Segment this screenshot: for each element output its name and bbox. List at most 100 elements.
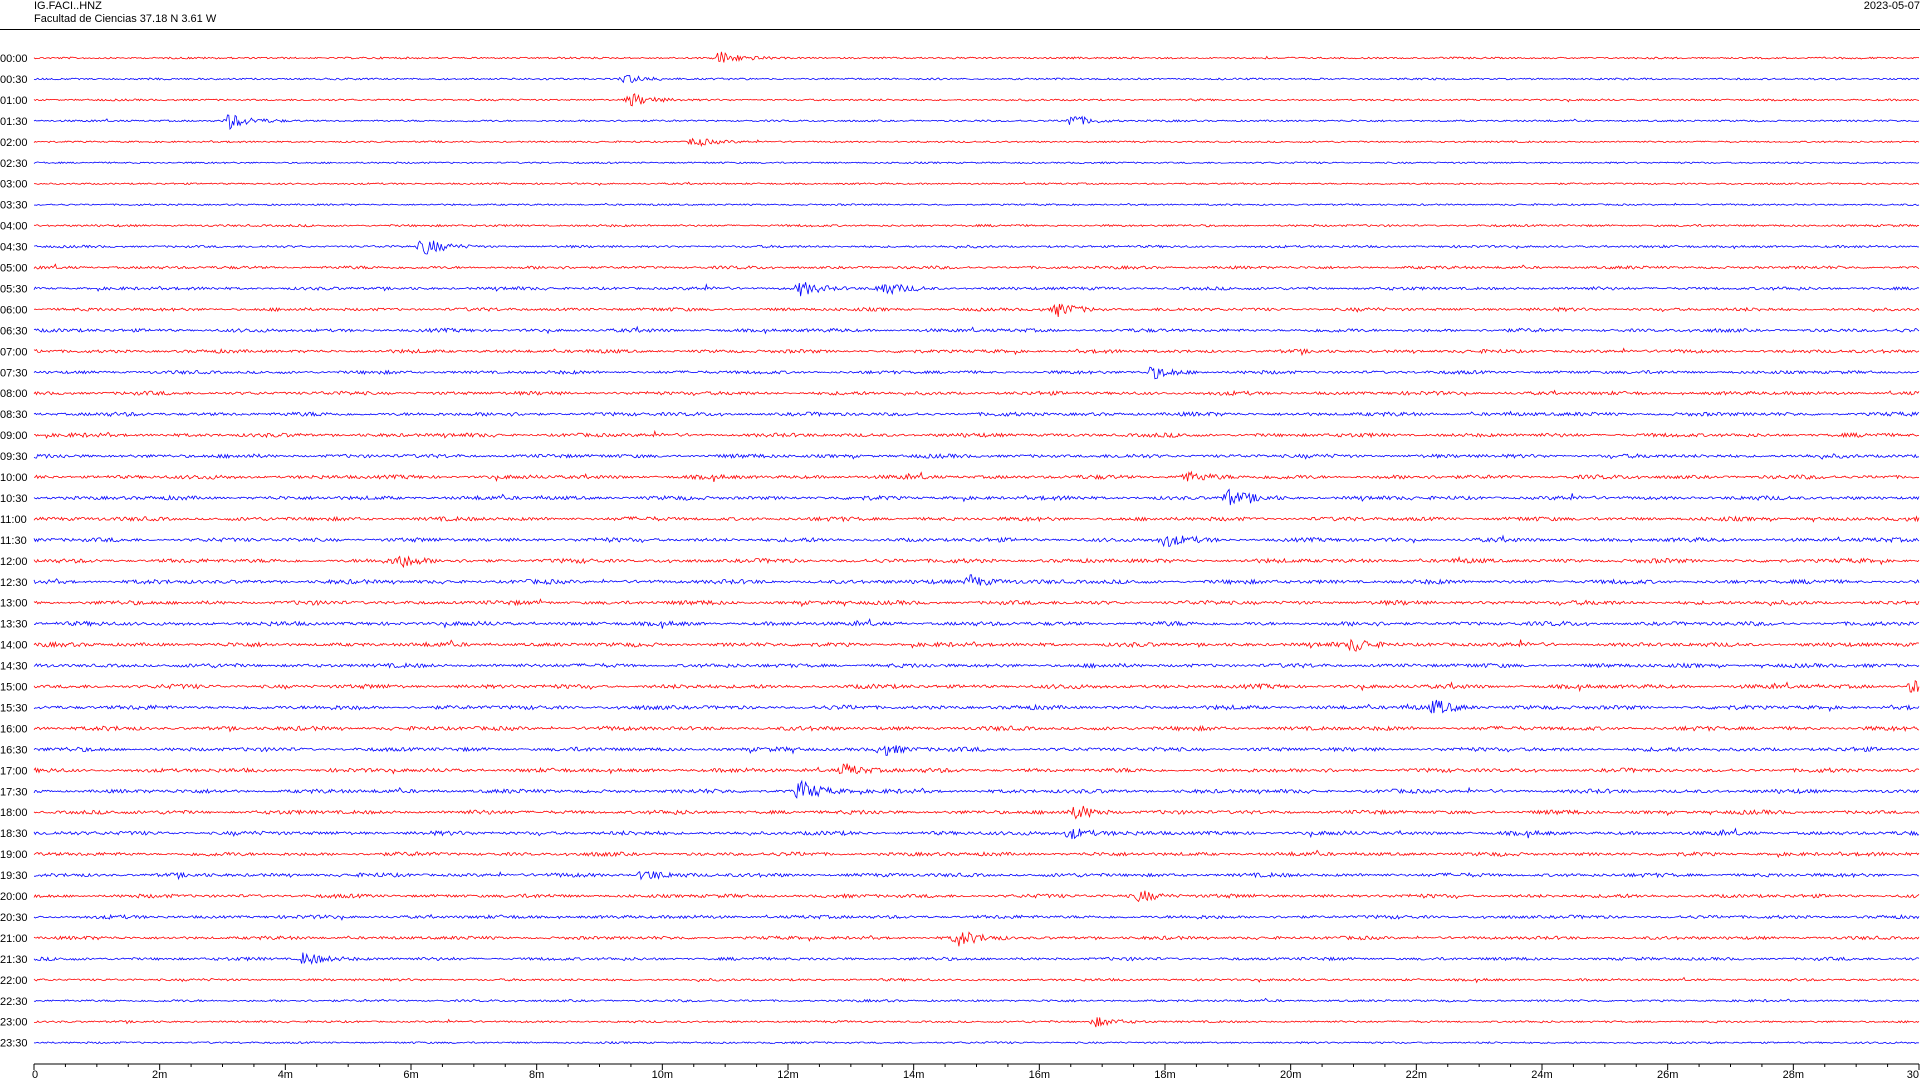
trace-0300 — [33, 181, 1920, 186]
row-label-1100: 11:00 — [0, 514, 27, 526]
trace-1100 — [33, 515, 1920, 523]
row-label-0900: 09:00 — [0, 430, 28, 442]
row-label-0400: 04:00 — [0, 221, 28, 233]
row-label-0230: 02:30 — [0, 158, 28, 170]
x-tick-label: 16m — [1029, 1069, 1050, 1080]
row-label-1400: 14:00 — [0, 640, 28, 652]
x-tick-label: 28m — [1783, 1069, 1804, 1080]
location-label: Facultad de Ciencias 37.18 N 3.61 W — [34, 13, 217, 25]
row-label-0430: 04:30 — [0, 242, 28, 254]
x-tick-label: 18m — [1154, 1069, 1175, 1080]
row-label-1530: 15:30 — [0, 702, 28, 714]
row-label-1200: 12:00 — [0, 556, 28, 568]
row-label-1630: 16:30 — [0, 744, 28, 756]
trace-1830 — [33, 827, 1920, 840]
row-label-0930: 09:30 — [0, 451, 28, 463]
trace-1630 — [33, 745, 1920, 756]
row-label-1300: 13:00 — [0, 598, 28, 610]
trace-1230 — [33, 574, 1920, 586]
x-tick-label: 0 — [32, 1069, 38, 1080]
row-label-2330: 23:30 — [0, 1038, 28, 1050]
row-label-1000: 10:00 — [0, 472, 28, 484]
row-label-1700: 17:00 — [0, 765, 28, 777]
trace-1000 — [33, 470, 1920, 483]
trace-2330 — [33, 1040, 1920, 1045]
row-label-0730: 07:30 — [0, 367, 28, 379]
trace-2200 — [33, 976, 1920, 984]
x-tick-label: 20m — [1280, 1069, 1301, 1080]
row-label-1730: 17:30 — [0, 786, 28, 798]
row-label-0800: 08:00 — [0, 388, 28, 400]
row-label-0700: 07:00 — [0, 346, 28, 358]
trace-2300 — [34, 1017, 1920, 1028]
trace-1530 — [33, 699, 1920, 714]
row-label-0130: 01:30 — [0, 116, 28, 128]
date-label: 2023-05-07 — [1863, 0, 1920, 12]
x-tick-label: 14m — [903, 1069, 924, 1080]
trace-1130 — [33, 534, 1920, 548]
x-tick-label: 22m — [1406, 1069, 1427, 1080]
trace-0100 — [33, 93, 1920, 107]
trace-1900 — [33, 849, 1920, 859]
x-tick-label: 4m — [278, 1069, 293, 1080]
trace-0730 — [33, 366, 1919, 380]
trace-2130 — [33, 952, 1920, 966]
x-tick-label: 12m — [777, 1069, 798, 1080]
trace-0130 — [33, 114, 1920, 130]
row-label-0530: 05:30 — [0, 283, 28, 295]
trace-0930 — [33, 453, 1920, 460]
trace-1300 — [33, 598, 1920, 608]
row-label-0200: 02:00 — [0, 137, 28, 149]
row-label-1430: 14:30 — [0, 661, 28, 673]
x-tick-label: 10m — [652, 1069, 673, 1080]
row-label-2030: 20:30 — [0, 912, 28, 924]
row-label-1900: 19:00 — [0, 849, 28, 861]
row-label-1830: 18:30 — [0, 828, 28, 840]
trace-1400 — [33, 638, 1920, 652]
row-label-2100: 21:00 — [0, 933, 28, 945]
row-label-1330: 13:30 — [0, 619, 28, 631]
row-label-0330: 03:30 — [0, 200, 28, 212]
trace-1200 — [33, 555, 1920, 569]
trace-1700 — [33, 763, 1920, 775]
trace-1030 — [33, 488, 1920, 506]
row-label-0300: 03:00 — [0, 179, 28, 191]
row-label-1030: 10:30 — [0, 493, 28, 505]
trace-0500 — [33, 263, 1920, 271]
row-label-1500: 15:00 — [0, 682, 28, 694]
x-tick-label: 30 — [1907, 1069, 1919, 1080]
trace-0630 — [33, 325, 1920, 335]
trace-0800 — [33, 389, 1920, 397]
trace-2000 — [33, 890, 1920, 903]
trace-2230 — [33, 997, 1920, 1003]
row-label-0630: 06:30 — [0, 325, 28, 337]
trace-0400 — [33, 223, 1920, 228]
x-tick-label: 8m — [529, 1069, 544, 1080]
trace-0330 — [33, 202, 1920, 207]
trace-0000 — [33, 51, 1920, 63]
row-label-0830: 08:30 — [0, 409, 28, 421]
row-label-1130: 11:30 — [0, 535, 27, 547]
row-label-1800: 18:00 — [0, 807, 28, 819]
row-label-0600: 06:00 — [0, 304, 28, 316]
row-label-0000: 00:00 — [0, 53, 28, 65]
trace-0230 — [33, 161, 1920, 165]
row-label-2130: 21:30 — [0, 954, 28, 966]
trace-1430 — [33, 662, 1920, 669]
row-label-1600: 16:00 — [0, 723, 28, 735]
trace-0030 — [33, 74, 1920, 84]
trace-1730 — [33, 779, 1920, 799]
row-label-1230: 12:30 — [0, 577, 28, 589]
trace-1330 — [33, 618, 1920, 629]
row-label-2200: 22:00 — [0, 975, 28, 987]
trace-0430 — [33, 240, 1920, 255]
header-rule — [0, 29, 1920, 30]
trace-1800 — [33, 805, 1920, 820]
trace-1600 — [33, 724, 1920, 733]
trace-0700 — [33, 347, 1920, 357]
trace-1500 — [33, 679, 1920, 693]
row-label-0030: 00:30 — [0, 74, 28, 86]
trace-0900 — [34, 429, 1919, 440]
trace-1930 — [33, 871, 1919, 881]
